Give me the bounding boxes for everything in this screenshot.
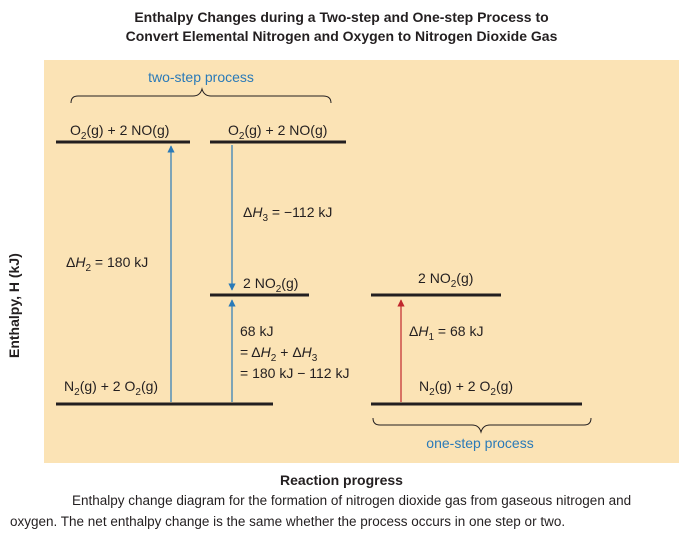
label-sum-line-3: = 180 kJ − 112 kJ bbox=[240, 365, 349, 381]
y-axis-label: Enthalpy, H (kJ) bbox=[6, 253, 22, 358]
x-axis-label: Reaction progress bbox=[280, 472, 403, 488]
label-sum-line-1: 68 kJ bbox=[240, 323, 273, 339]
label-dH1: ΔH1 = 68 kJ bbox=[409, 323, 483, 343]
level-label-mid-middle: 2 NO2(g) bbox=[243, 275, 298, 295]
label-sum-line-2: = ΔH2 + ΔH3 bbox=[240, 344, 318, 364]
level-label-top-left: O2(g) + 2 NO(g) bbox=[70, 122, 169, 142]
level-label-bottom-left: N2(g) + 2 O2(g) bbox=[64, 378, 158, 398]
level-label-top-middle: O2(g) + 2 NO(g) bbox=[228, 122, 327, 142]
level-label-bottom-right: N2(g) + 2 O2(g) bbox=[419, 378, 513, 398]
figure-caption: Enthalpy change diagram for the formatio… bbox=[10, 490, 678, 532]
label-dH2: ΔH2 = 180 kJ bbox=[66, 254, 148, 274]
two-step-label: two-step process bbox=[148, 69, 254, 85]
one-step-brace bbox=[372, 417, 592, 434]
level-label-mid-right: 2 NO2(g) bbox=[418, 270, 473, 290]
two-step-brace bbox=[70, 87, 332, 104]
one-step-label: one-step process bbox=[426, 435, 533, 451]
caption-text: Enthalpy change diagram for the formatio… bbox=[10, 493, 632, 529]
label-dH3: ΔH3 = −112 kJ bbox=[243, 204, 332, 224]
diagram-panel bbox=[44, 60, 679, 463]
figure-title-line-1: Enthalpy Changes during a Two-step and O… bbox=[134, 9, 549, 25]
figure-title-line-2: Convert Elemental Nitrogen and Oxygen to… bbox=[125, 28, 558, 44]
enthalpy-diagram: two-step process O2(g) + 2 NO(g) O2(g) +… bbox=[44, 60, 679, 463]
